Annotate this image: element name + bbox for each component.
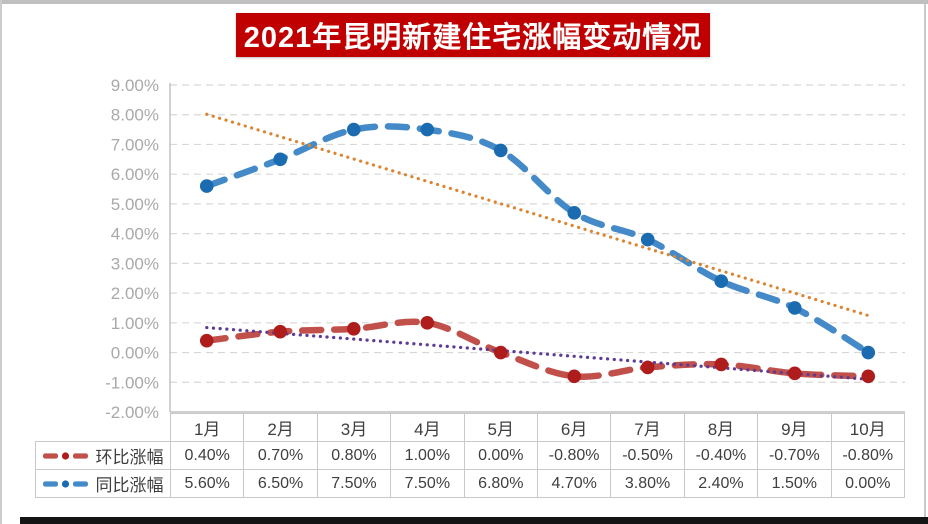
value-cell: 7.50% [316,469,392,498]
window-bottom-edge [20,517,928,524]
value-cell: 3.80% [610,469,685,498]
table-row-环比涨幅: 环比涨幅 0.40% 0.70% 0.80% 1.00% 0.00% -0.80% -0.50… [35,441,906,470]
data-point-环比涨幅 [346,321,361,336]
trendline-环比涨幅 [205,325,870,381]
value-cell: -0.50% [610,441,685,470]
data-point-环比涨幅 [861,369,876,384]
y-axis-label: -2.00% [105,403,159,422]
chart-data-table: 1月 2月 3月 4月 5月 6月 7月 8月 9月 10月环比涨幅 0.40% 0.70% 0.80%… [35,413,906,498]
window-right-edge [924,4,926,517]
value-cell: -0.80% [536,441,612,470]
y-axis-label: 9.00% [111,76,159,95]
legend-cell: 同比涨幅 [35,469,171,498]
month-header: 5月 [463,413,538,442]
data-point-环比涨幅 [567,369,582,384]
y-axis-label: 2.00% [111,284,159,303]
value-cell: 4.70% [536,469,612,498]
data-point-同比涨幅 [199,179,214,193]
month-header: 8月 [683,413,759,442]
y-axis-label: 7.00% [111,135,159,154]
value-cell: 0.40% [169,441,245,470]
data-point-同比涨幅 [787,301,802,315]
value-cell: -0.70% [757,441,832,470]
legend-key-icon [42,451,88,460]
table-corner-blank [36,414,171,442]
series-line-同比涨幅 [203,123,872,356]
window-top-edge [0,0,928,4]
value-cell: 6.50% [243,469,318,498]
legend-label: 同比涨幅 [95,476,164,495]
series-line-环比涨幅 [203,318,872,380]
legend-label: 环比涨幅 [95,448,164,467]
trendline-同比涨幅 [205,112,870,318]
data-point-环比涨幅 [420,316,435,330]
value-cell: 0.80% [316,441,392,470]
data-point-同比涨幅 [493,143,508,158]
y-axis-label: 5.00% [111,195,159,214]
month-header: 7月 [610,413,685,442]
y-axis-label: 3.00% [111,254,159,273]
y-axis-label: 0.00% [111,344,159,363]
month-header: 2月 [243,413,318,442]
value-cell: -0.80% [830,441,906,470]
data-point-环比涨幅 [493,345,508,360]
data-point-同比涨幅 [861,345,876,360]
y-axis-label: 4.00% [111,225,159,244]
chart-title-banner: 2021年昆明新建住宅涨幅变动情况 [236,13,710,57]
data-point-环比涨幅 [787,366,802,381]
data-point-同比涨幅 [346,122,361,137]
value-cell: 2.40% [683,469,759,498]
data-point-环比涨幅 [640,360,655,375]
value-cell: -0.40% [683,441,759,470]
month-header: 6月 [536,413,612,442]
y-axis-label: 1.00% [111,314,159,333]
data-point-环比涨幅 [199,333,214,348]
table-row-同比涨幅: 同比涨幅 5.60% 6.50% 7.50% 7.50% 6.80% 4.70% 3.80% 2… [35,469,906,498]
data-point-同比涨幅 [273,152,288,167]
month-header: 4月 [390,413,465,442]
value-cell: 0.70% [243,441,318,470]
data-point-环比涨幅 [714,357,729,372]
y-axis-label: -1.00% [105,373,159,392]
month-header: 9月 [757,413,832,442]
legend-cell: 环比涨幅 [35,441,171,470]
y-axis-label: 8.00% [111,106,159,125]
month-header: 10月 [830,413,906,442]
data-point-同比涨幅 [640,232,655,247]
month-header: 3月 [316,413,392,442]
value-cell: 1.00% [390,441,465,470]
line-chart: 9.00% 8.00% 7.00% 6.00% 5.00% 4.00% 3.00% 2.00%… [105,76,905,422]
legend-key-icon [42,479,88,488]
value-cell: 0.00% [463,441,538,470]
value-cell: 0.00% [830,469,906,498]
month-header: 1月 [169,413,245,442]
value-cell: 6.80% [463,469,538,498]
value-cell: 7.50% [390,469,465,498]
data-point-同比涨幅 [567,206,582,220]
data-point-同比涨幅 [420,122,435,137]
chart-title: 2021年昆明新建住宅涨幅变动情况 [243,22,703,54]
window-left-edge [0,0,2,524]
y-axis-label: 6.00% [111,165,159,184]
data-point-同比涨幅 [714,274,729,289]
value-cell: 5.60% [169,469,245,498]
data-point-环比涨幅 [273,324,288,339]
value-cell: 1.50% [757,469,832,498]
